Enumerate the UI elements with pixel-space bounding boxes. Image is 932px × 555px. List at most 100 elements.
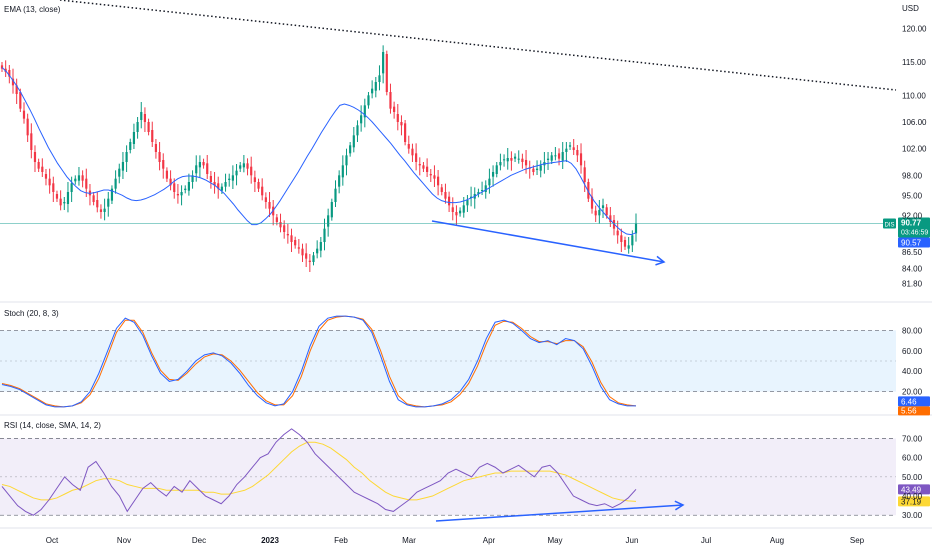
candle-body [576, 150, 579, 156]
candle-body [305, 253, 308, 259]
candle-body [594, 210, 597, 216]
candle-body [217, 183, 220, 189]
last-price-value: 90.77 [901, 219, 922, 228]
ema-value-badge [898, 237, 930, 248]
candle-body [455, 212, 458, 216]
rsi-tick-label: 40.00 [902, 492, 923, 501]
candle-body [253, 177, 256, 182]
candle-body [418, 164, 421, 166]
rsi-sma-value: 37.19 [901, 497, 922, 506]
candle-body [316, 248, 319, 254]
bar-countdown: 03:46:59 [901, 230, 928, 237]
candle-body [433, 175, 436, 179]
candle-body [242, 163, 245, 168]
candle-body [484, 185, 487, 192]
candle-body [228, 178, 231, 180]
candle-body [319, 242, 322, 251]
time-tick-label: Apr [483, 536, 496, 545]
candle-body [107, 198, 110, 207]
candle-body [140, 112, 143, 120]
candle-body [37, 162, 40, 169]
candle-body [0, 65, 4, 69]
candle-body [477, 192, 480, 194]
candle-body [279, 222, 282, 228]
candle-body [367, 95, 370, 106]
candle-body [415, 153, 418, 162]
candle-body [257, 182, 260, 189]
candle-body [132, 132, 136, 144]
price-tick-label: 102.00 [902, 145, 927, 154]
candle-body [345, 155, 348, 166]
candle-body [378, 75, 381, 82]
candle-body [114, 178, 117, 189]
price-tick-label: 106.00 [902, 118, 927, 127]
stoch-tick-label: 20.00 [902, 388, 923, 397]
candle-body [77, 175, 81, 181]
candle-body [52, 183, 55, 192]
time-tick-label: Jun [626, 536, 639, 545]
candle-body [297, 247, 300, 249]
candle-body [283, 225, 286, 232]
price-tick-label: 86.50 [902, 248, 923, 257]
candle-body [143, 114, 147, 122]
candle-body [264, 197, 267, 202]
candle-body [74, 178, 77, 182]
candle-body [627, 245, 630, 249]
trendline-dotted[interactable] [59, 0, 897, 91]
candle-body [327, 215, 330, 227]
stoch-k-line [1, 315, 636, 408]
candle-body [491, 172, 495, 177]
price-tick-label: 98.00 [902, 171, 923, 180]
time-tick-label: May [547, 536, 562, 545]
candle-body [308, 260, 311, 262]
stoch-k-badge [898, 396, 930, 407]
candle-body [209, 176, 212, 182]
price-tick-label: 120.00 [902, 25, 927, 34]
candle-body [389, 92, 392, 109]
candle-body [165, 170, 169, 179]
price-tick-label: 110.00 [902, 91, 926, 100]
candle-body [162, 160, 165, 169]
candle-body [437, 176, 440, 186]
candle-body [400, 122, 403, 126]
symbol-badge [883, 218, 896, 229]
candle-body [480, 190, 484, 191]
candle-body [136, 122, 139, 132]
candle-body [495, 165, 498, 174]
candle-body [173, 183, 176, 192]
rsi-tick-label: 70.00 [902, 434, 923, 443]
ema-indicator-label: EMA (13, close) [4, 5, 61, 14]
rsi-value: 43.49 [901, 485, 922, 494]
candle-body [356, 125, 359, 136]
candle-body [561, 152, 564, 161]
price-divergence-arrow[interactable] [431, 220, 665, 263]
time-tick-label: Oct [46, 536, 59, 545]
candle-body [41, 166, 44, 172]
rsi-divergence-arrow[interactable] [435, 504, 684, 522]
candle-body [19, 92, 22, 109]
candle-body [422, 165, 425, 169]
candle-body [246, 163, 249, 169]
candle-body [195, 165, 198, 174]
rsi-sma-badge [898, 496, 930, 507]
candle-body [184, 188, 187, 190]
candle-body [323, 228, 326, 242]
candle-body [616, 230, 619, 236]
candle-body [239, 165, 242, 169]
candle-body [250, 166, 253, 176]
candle-body [521, 158, 524, 162]
candle-body [290, 235, 293, 242]
candle-body [44, 174, 48, 179]
candle-body [48, 178, 51, 186]
candle-body [407, 144, 410, 149]
time-tick-label: Jul [701, 536, 711, 545]
candle-body [349, 145, 352, 154]
candle-body [385, 54, 388, 92]
candle-body [26, 118, 29, 136]
candle-body [341, 165, 344, 178]
candle-body [22, 110, 26, 119]
candle-body [220, 186, 223, 191]
candle-body [334, 188, 337, 202]
